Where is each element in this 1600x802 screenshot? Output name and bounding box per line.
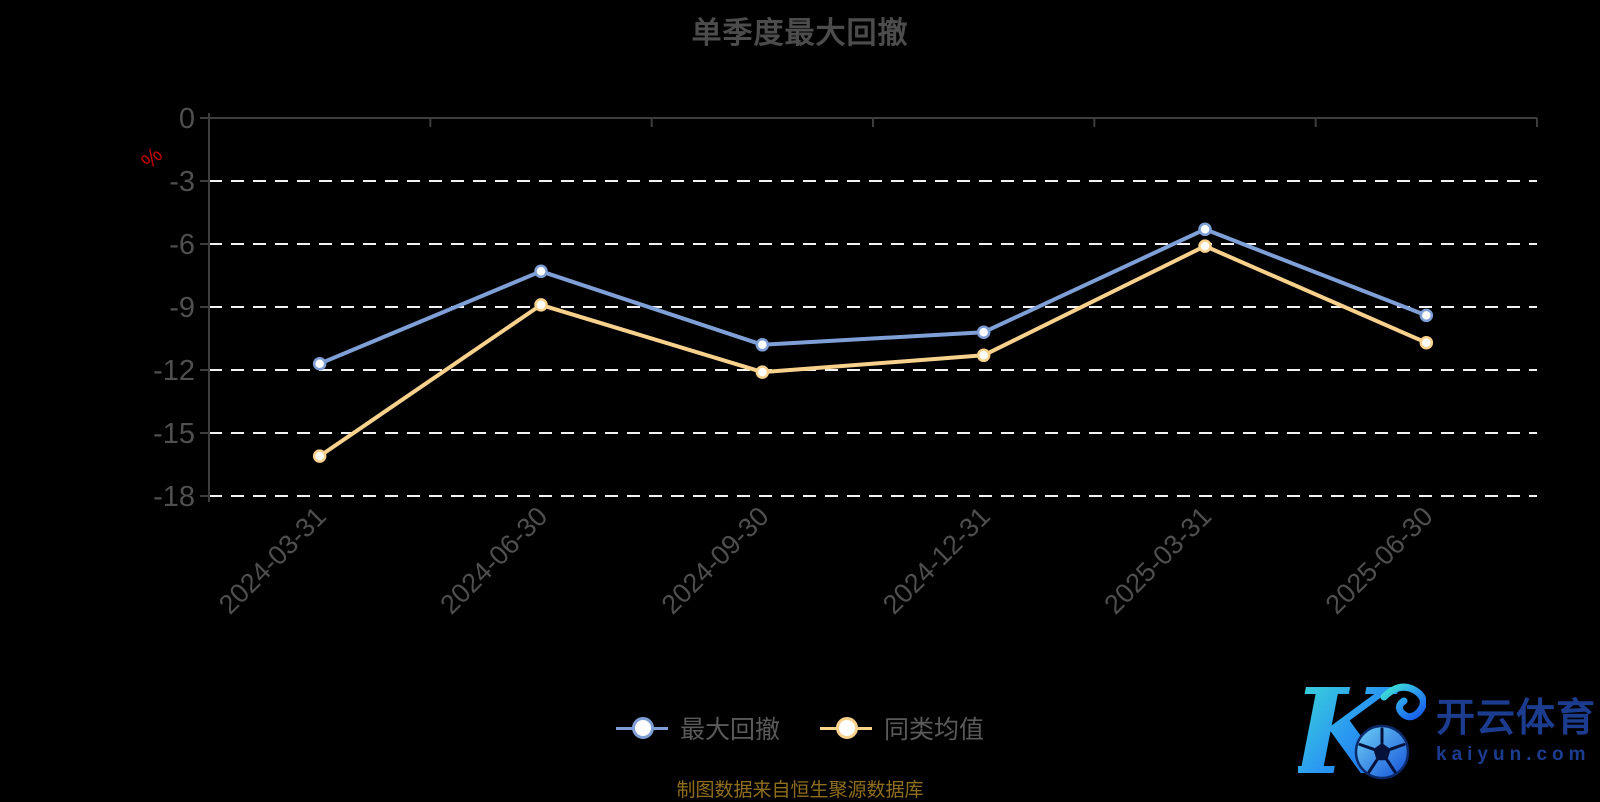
page-title: 单季度最大回撤 xyxy=(691,17,909,50)
data-source-caption: 制图数据来自恒生聚源数据库 xyxy=(676,780,924,801)
svg-text:0: 0 xyxy=(179,103,195,135)
svg-text:%: % xyxy=(136,142,168,174)
legend-label: 最大回撤 xyxy=(679,716,780,744)
svg-text:-9: -9 xyxy=(169,292,195,324)
watermark: K 开云体育 kaiyun.com xyxy=(1298,672,1598,792)
line-chart: 0 -3 -6 -9 -12 -15 -18% 2024-03-31 2024-06-30 202… xyxy=(136,103,1538,620)
svg-text:2024-06-30: 2024-06-30 xyxy=(434,501,553,620)
svg-text:2024-12-31: 2024-12-31 xyxy=(877,501,996,620)
watermark-brand: 开云体育 xyxy=(1436,697,1597,741)
line-circle-marker-icon xyxy=(615,717,668,739)
svg-text:2024-09-30: 2024-09-30 xyxy=(656,501,775,620)
watermark-domain: kaiyun.com xyxy=(1436,743,1591,765)
svg-text:-18: -18 xyxy=(153,481,195,513)
svg-text:-3: -3 xyxy=(169,166,195,198)
legend-item-category-average[interactable]: 同类均值 xyxy=(820,710,984,746)
svg-text:-6: -6 xyxy=(169,229,195,261)
svg-text:2025-03-31: 2025-03-31 xyxy=(1098,501,1217,620)
line-circle-marker-icon xyxy=(820,717,872,739)
legend-label: 同类均值 xyxy=(884,716,985,744)
svg-text:-15: -15 xyxy=(153,418,195,450)
svg-text:-12: -12 xyxy=(153,355,195,387)
legend-item-max-drawdown[interactable]: 最大回撤 xyxy=(615,710,780,746)
kaiyun-logo-icon: K xyxy=(1298,673,1426,791)
chart-legend: 最大回撤 同类均值 xyxy=(0,710,1600,746)
svg-text:2025-06-30: 2025-06-30 xyxy=(1320,501,1439,620)
svg-text:2024-03-31: 2024-03-31 xyxy=(213,501,332,620)
